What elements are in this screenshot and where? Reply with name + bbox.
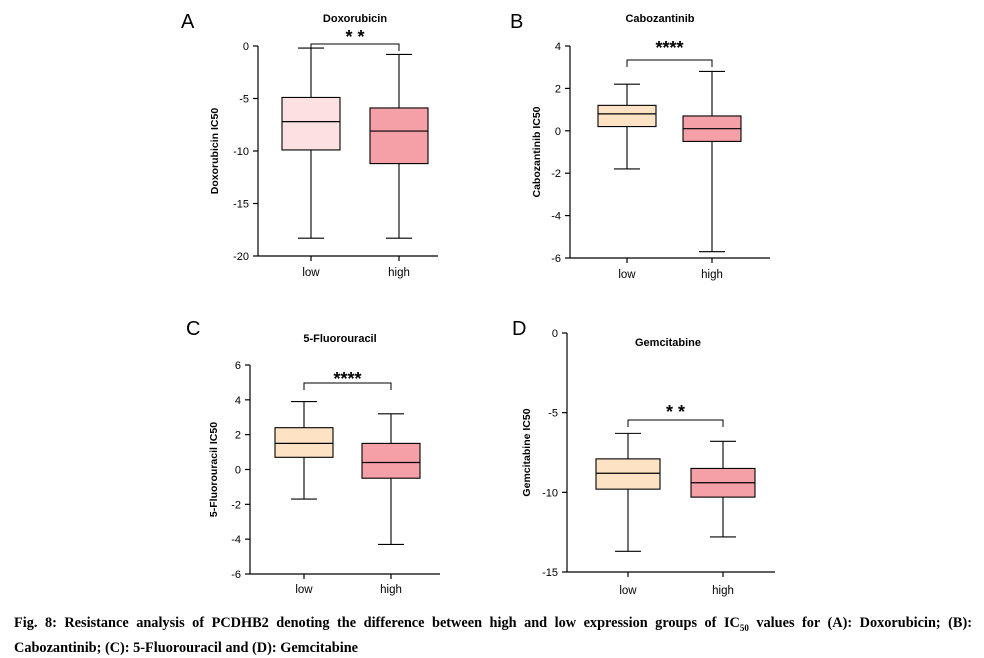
chart-panel-c: C 5-Fluorouracil 6 4 2 0 -2 -4 -6 low high 5-Fluoro… [186,318,440,596]
chart-panel-b: B Cabozantinib 4 2 0 -2 -4 -6 low high Cabozantini… [510,11,770,281]
iqr-box [598,105,656,126]
y-tick-label: -4 [231,534,241,546]
significance-label: **** [333,369,361,389]
caption-lead: Fig. 8: Resistance analysis of PCDHB2 de… [14,615,740,631]
y-axis-title: Doxorubicin IC50 [209,108,221,195]
y-tick-label: -20 [233,251,249,263]
panel-letter: C [186,318,200,340]
y-tick-label: -5 [548,408,558,420]
y-tick-label: -10 [542,487,558,499]
chart-panel-d: D Gemcitabine 0 -5 -10 -15 low high Gemcitabine … [512,318,775,597]
box-low [275,402,333,500]
y-tick-label: -6 [551,253,561,265]
panel-letter: A [181,11,195,33]
significance-bracket [627,60,712,67]
panel-letter: B [510,11,523,33]
iqr-box [362,443,420,478]
y-tick-label: -15 [542,567,558,579]
chart-title: Doxorubicin [323,13,387,25]
y-tick-label: 2 [555,83,561,95]
box-low [598,84,656,169]
box-low [282,48,340,238]
y-axis-title: Cabozantinib IC50 [531,106,543,197]
y-tick-label: 0 [555,126,561,138]
y-axis-title: 5-Fluorouracil IC50 [208,422,220,517]
y-tick-label: -15 [233,199,249,211]
x-tick-label: high [701,269,723,281]
caption-subscript: 50 [740,623,749,633]
y-tick-label: 2 [235,430,241,442]
box-low [596,433,660,551]
y-tick-label: 0 [552,328,558,340]
iqr-box [275,428,333,458]
significance-label: **** [655,38,683,58]
y-tick-label: 0 [235,465,241,477]
significance-label: * * [666,402,685,422]
figure-caption: Fig. 8: Resistance analysis of PCDHB2 de… [14,613,972,658]
significance-label: * * [345,27,364,47]
chart-title: Gemcitabine [635,337,701,349]
y-tick-label: -10 [233,146,249,158]
x-tick-label: high [712,585,734,597]
x-tick-label: low [618,269,636,281]
y-tick-label: -4 [551,211,561,223]
box-high [370,54,428,238]
iqr-box [370,108,428,164]
y-tick-label: -5 [239,94,249,106]
iqr-box [282,97,340,150]
x-tick-label: high [380,584,402,596]
y-tick-label: 4 [555,41,561,53]
chart-title: 5-Fluorouracil [303,333,376,345]
chart-panel-a: A Doxorubicin 0 -5 -10 -15 -20 low high Doxorubic… [181,11,438,279]
y-tick-label: 0 [243,41,249,53]
y-tick-label: -6 [231,569,241,581]
y-tick-label: 6 [235,360,241,372]
x-tick-label: high [388,267,410,279]
x-tick-label: low [295,584,313,596]
chart-title: Cabozantinib [625,13,694,25]
box-high [683,71,741,251]
y-tick-label: -2 [231,499,241,511]
panel-letter: D [512,318,526,340]
y-tick-label: 4 [235,395,241,407]
box-high [691,441,755,537]
box-high [362,414,420,545]
y-axis-title: Gemcitabine IC50 [521,408,533,496]
iqr-box [596,459,660,489]
x-tick-label: low [619,585,637,597]
x-tick-label: low [302,267,320,279]
y-tick-label: -2 [551,168,561,180]
